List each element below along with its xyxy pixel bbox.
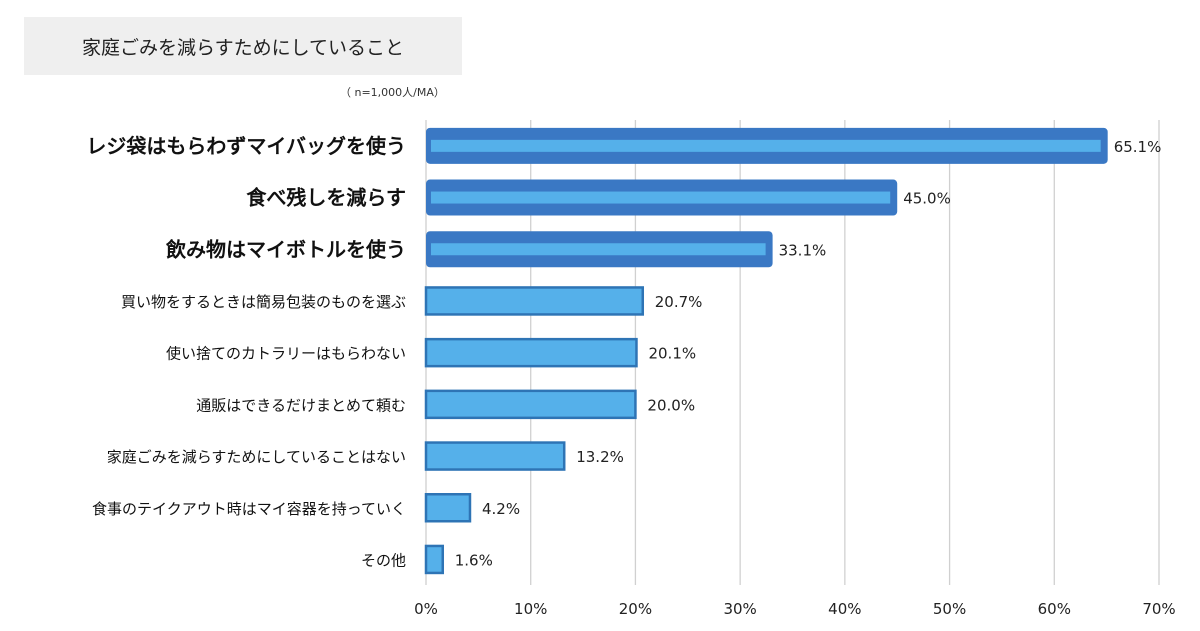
category-label: 使い捨てのカトラリーはもらわない xyxy=(166,345,406,363)
bar xyxy=(424,441,566,471)
x-tick-label: 10% xyxy=(514,600,547,618)
value-label: 20.0% xyxy=(647,396,695,414)
value-label: 20.7% xyxy=(655,293,703,311)
x-tick-label: 20% xyxy=(619,600,652,618)
category-label: 食べ残しを減らす xyxy=(246,186,406,210)
x-tick-label: 60% xyxy=(1038,600,1071,618)
bar xyxy=(424,493,472,523)
value-label: 1.6% xyxy=(455,551,493,569)
sample-note: （ n=1,000人/MA） xyxy=(340,86,445,99)
chart-title: 家庭ごみを減らすためにしていること xyxy=(24,17,462,75)
category-label: 食事のテイクアウト時はマイ容器を持っていく xyxy=(92,500,406,518)
bar xyxy=(424,389,637,420)
value-label: 33.1% xyxy=(779,241,827,259)
category-label: 通販はできるだけまとめて頼む xyxy=(196,396,406,414)
x-tick-label: 30% xyxy=(723,600,756,618)
bar xyxy=(424,544,445,575)
value-label: 20.1% xyxy=(648,345,696,363)
bar-inner xyxy=(431,243,766,256)
category-label: 飲み物はマイボトルを使う xyxy=(165,237,406,261)
bar-inner xyxy=(431,139,1101,152)
bar xyxy=(424,286,645,316)
x-tick-label: 40% xyxy=(828,600,861,618)
value-label: 65.1% xyxy=(1114,138,1162,156)
category-label: その他 xyxy=(361,551,406,569)
x-tick-label: 50% xyxy=(933,600,966,618)
bar xyxy=(424,337,638,368)
value-label: 13.2% xyxy=(576,448,624,466)
category-label: レジ袋はもらわずマイバッグを使う xyxy=(86,134,406,158)
x-tick-label: 0% xyxy=(414,600,438,618)
value-label: 45.0% xyxy=(903,190,951,208)
value-label: 4.2% xyxy=(482,500,520,518)
category-label: 買い物をするときは簡易包装のものを選ぶ xyxy=(121,293,406,311)
bar-inner xyxy=(431,191,891,204)
x-tick-label: 70% xyxy=(1142,600,1175,618)
category-label: 家庭ごみを減らすためにしていることはない xyxy=(107,448,406,466)
